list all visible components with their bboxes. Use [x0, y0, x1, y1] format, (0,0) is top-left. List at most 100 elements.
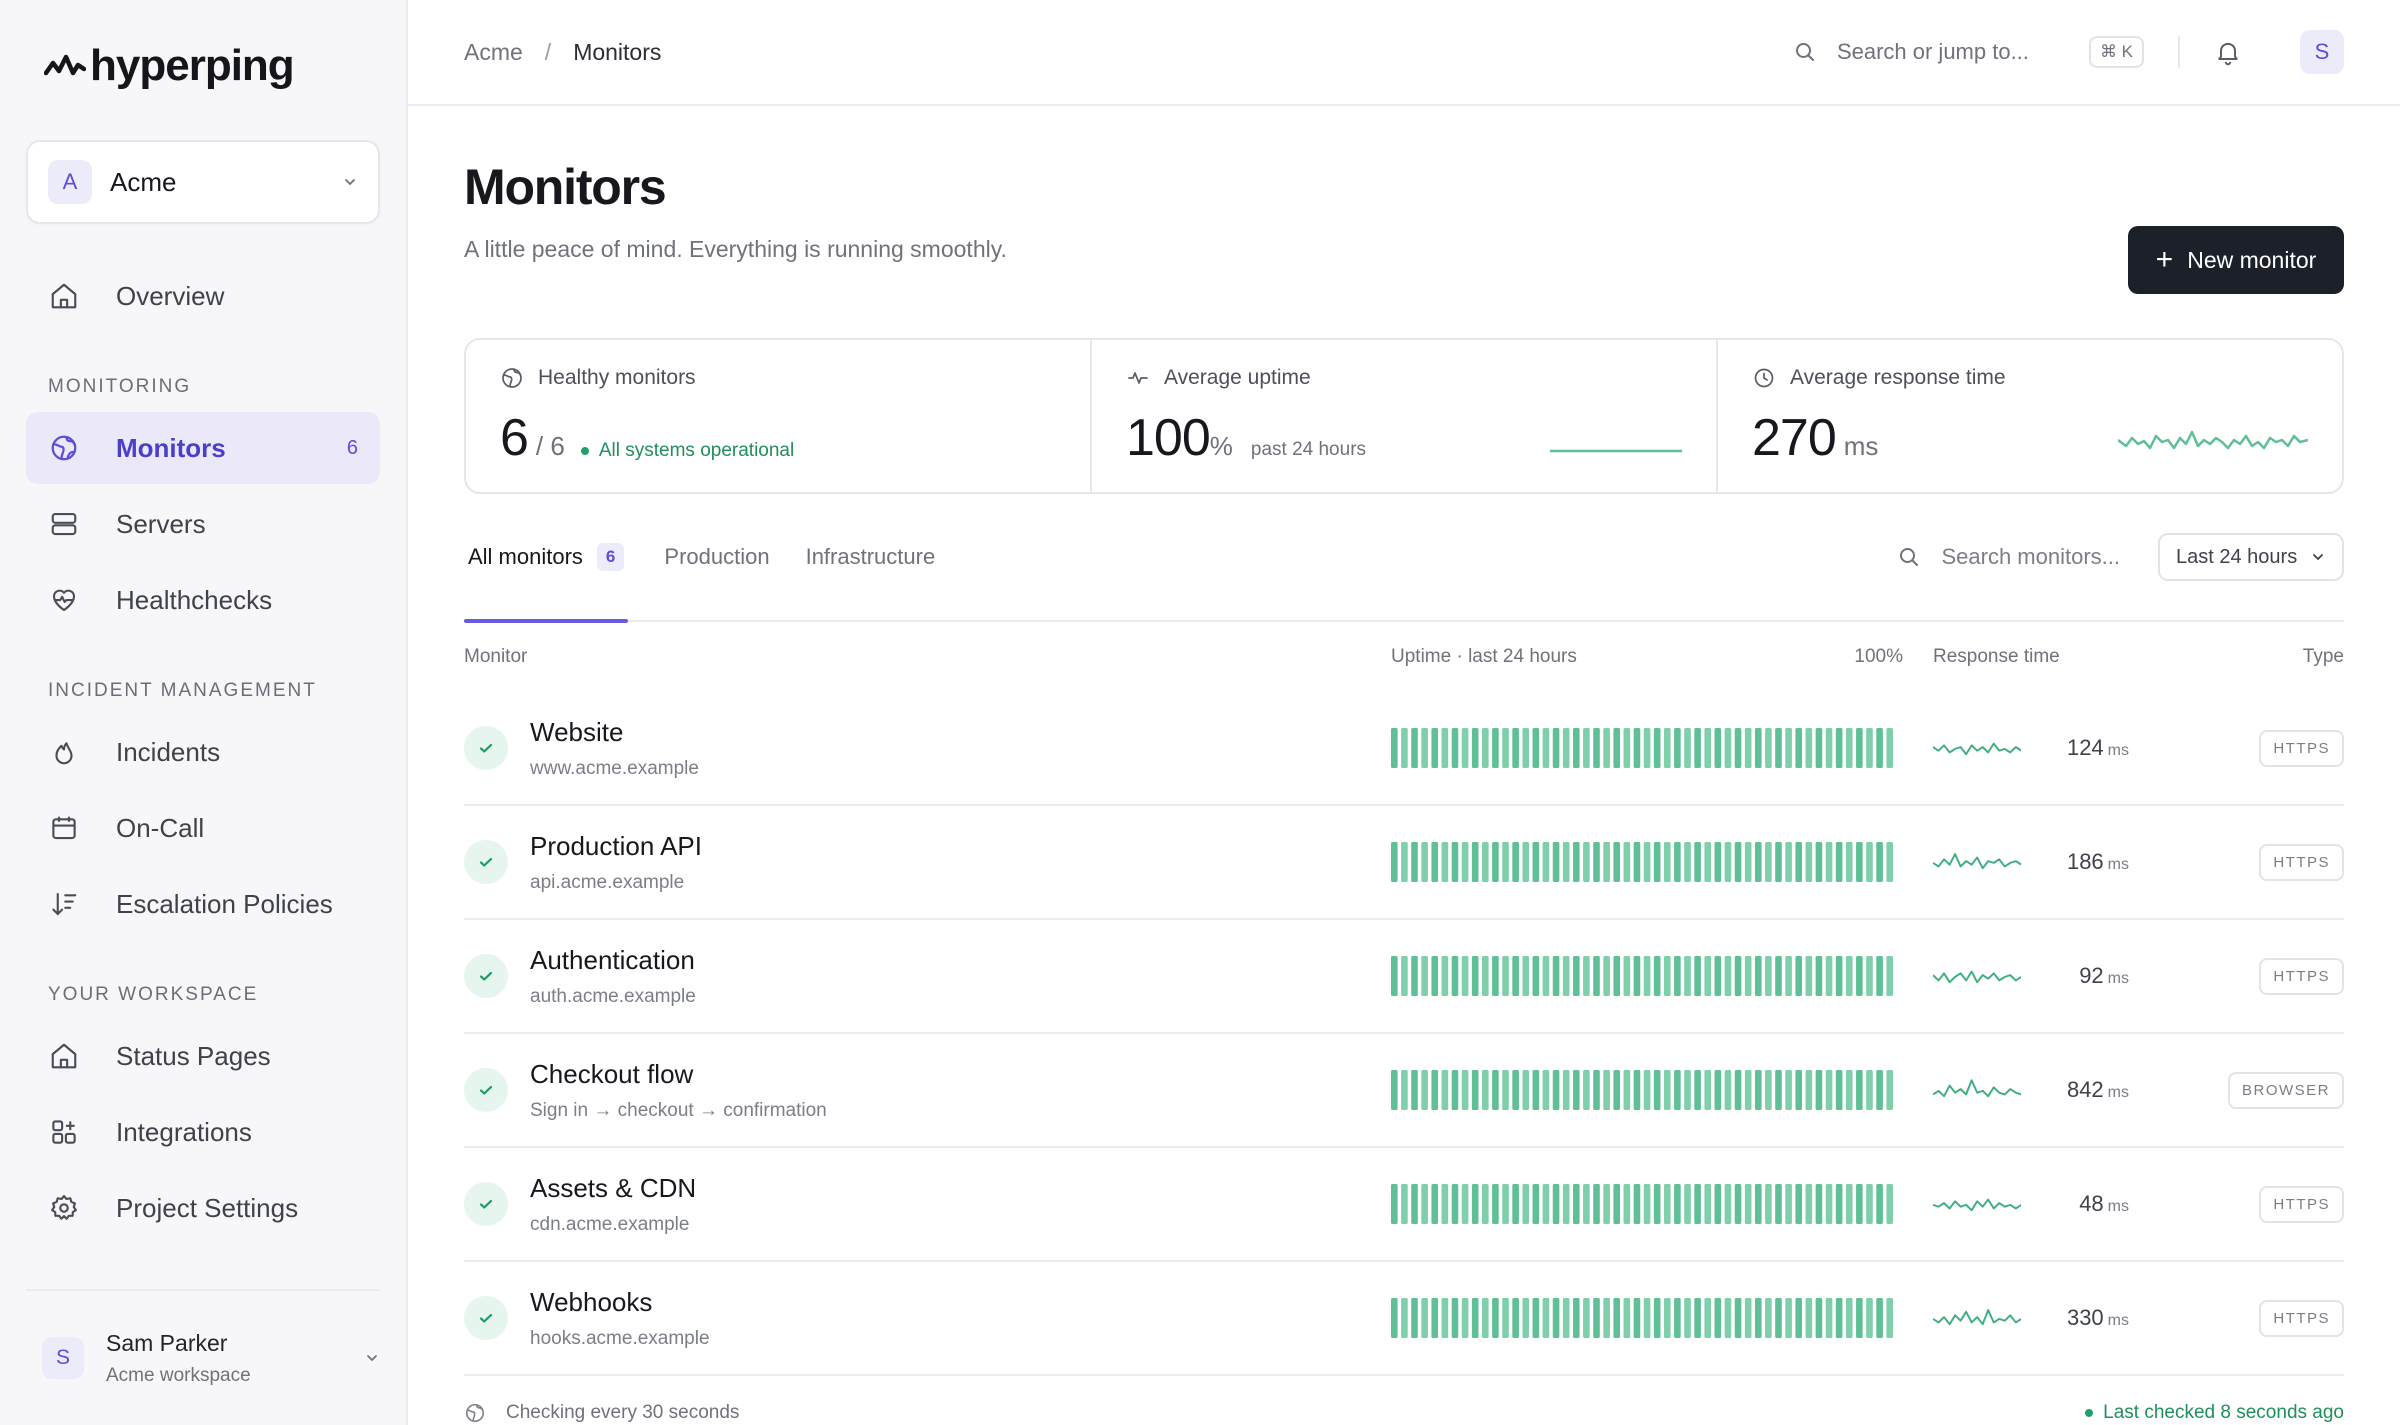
- uptime-bar: [1876, 1298, 1883, 1338]
- uptime-bar: [1674, 1070, 1681, 1110]
- monitor-name[interactable]: Website: [530, 716, 624, 747]
- uptime-bar: [1552, 728, 1560, 768]
- user-menu[interactable]: S Sam Parker Acme workspace: [26, 1289, 380, 1425]
- uptime-bar: [1815, 842, 1823, 882]
- uptime-bar: [1805, 728, 1813, 768]
- uptime-bar: [1532, 728, 1540, 768]
- uptime-bar: [1441, 1070, 1449, 1110]
- tab-production[interactable]: Production: [664, 544, 770, 569]
- tab-all-monitors[interactable]: All monitors 6: [464, 493, 629, 623]
- table-row[interactable]: Checkout flow Sign in → checkout → confi…: [464, 1034, 2344, 1148]
- table-row[interactable]: Assets & CDN cdn.acme.example 48 ms HTTPS: [464, 1148, 2344, 1262]
- monitor-name[interactable]: Production API: [530, 830, 702, 861]
- chevron-down-icon: [345, 179, 355, 186]
- sidebar-item-monitors[interactable]: Monitors 6: [26, 412, 380, 484]
- uptime-bar: [1866, 1070, 1873, 1110]
- monitor-search-input[interactable]: Search monitors...: [1897, 544, 2120, 570]
- uptime-sparkline: [1550, 449, 1682, 453]
- monitor-url: www.acme.example: [530, 757, 699, 779]
- uptime-bar: [1886, 728, 1893, 768]
- brand-logo[interactable]: hyperping: [26, 0, 380, 132]
- uptime-bar: [1411, 1298, 1418, 1338]
- sidebar-item-status-pages[interactable]: Status Pages: [26, 1020, 380, 1092]
- uptime-bar: [1663, 1298, 1671, 1338]
- sidebar-item-on-call[interactable]: On-Call: [26, 792, 380, 864]
- uptime-bar: [1583, 1184, 1590, 1224]
- uptime-bar: [1583, 1298, 1590, 1338]
- sidebar-item-project-settings[interactable]: Project Settings: [26, 1172, 380, 1244]
- uptime-bar: [1633, 1184, 1641, 1224]
- sidebar-item-healthchecks[interactable]: Healthchecks: [26, 564, 380, 636]
- uptime-bar: [1775, 728, 1782, 768]
- bell-icon[interactable]: [2214, 38, 2242, 66]
- workspace-switcher[interactable]: A Acme: [26, 140, 380, 224]
- monitor-type-badge: HTTPS: [2259, 1299, 2344, 1337]
- uptime-bar: [1714, 1070, 1722, 1110]
- uptime-bar: [1481, 1298, 1489, 1338]
- monitor-name[interactable]: Assets & CDN: [530, 1172, 697, 1203]
- uptime-bar: [1401, 1298, 1408, 1338]
- uptime-bar: [1684, 842, 1691, 882]
- table-row[interactable]: Authentication auth.acme.example 92 ms HT…: [464, 920, 2344, 1034]
- breadcrumb-acme[interactable]: Acme: [464, 38, 523, 65]
- uptime-bar: [1481, 728, 1489, 768]
- stat-value: 100: [1126, 409, 1211, 467]
- monitor-name[interactable]: Webhooks: [530, 1286, 653, 1317]
- monitor-name[interactable]: Authentication: [530, 944, 695, 975]
- uptime-bar: [1623, 1298, 1631, 1338]
- monitor-url: cdn.acme.example: [530, 1213, 690, 1235]
- uptime-bar: [1866, 1298, 1873, 1338]
- topbar: Acme / Monitors Search or jump to... ⌘ K…: [408, 0, 2400, 106]
- uptime-bar: [1724, 728, 1732, 768]
- stat-period: past 24 hours: [1250, 439, 1367, 460]
- uptime-bar: [1856, 1184, 1863, 1224]
- table-row[interactable]: Production API api.acme.example 186 ms HT…: [464, 806, 2344, 920]
- uptime-bar: [1572, 1070, 1580, 1110]
- table-row[interactable]: Website www.acme.example 124 ms HTTPS: [464, 692, 2344, 806]
- uptime-bar: [1593, 1070, 1600, 1110]
- clock-icon: [1754, 368, 1774, 388]
- uptime-bar: [1391, 1070, 1398, 1110]
- stat-value: 270: [1752, 409, 1837, 467]
- uptime-bar: [1492, 1298, 1499, 1338]
- table-row[interactable]: Webhooks hooks.acme.example 330 ms HTTPS: [464, 1262, 2344, 1376]
- sidebar-item-escalation-policies[interactable]: Escalation Policies: [26, 868, 380, 940]
- uptime-bar: [1401, 1184, 1408, 1224]
- home-icon: [48, 280, 80, 312]
- uptime-bar: [1471, 1184, 1479, 1224]
- uptime-bar: [1613, 842, 1621, 882]
- gear-icon: [48, 1192, 80, 1224]
- global-search[interactable]: Search or jump to... ⌘ K: [1793, 36, 2144, 68]
- uptime-bar: [1532, 842, 1540, 882]
- uptime-bar: [1522, 842, 1530, 882]
- time-range-select[interactable]: Last 24 hours: [2158, 533, 2344, 581]
- new-monitor-button[interactable]: + New monitor: [2128, 226, 2344, 294]
- uptime-bar: [1765, 728, 1772, 768]
- sidebar-item-overview[interactable]: Overview: [26, 260, 380, 332]
- response-time-value: 842 ms: [2066, 1077, 2129, 1102]
- uptime-bar: [1684, 1070, 1691, 1110]
- uptime-bar: [1856, 842, 1863, 882]
- uptime-bar: [1522, 1298, 1530, 1338]
- uptime-bar: [1653, 842, 1661, 882]
- uptime-bar: [1512, 1184, 1519, 1224]
- uptime-bar: [1785, 842, 1792, 882]
- header-uptime-label: Uptime · last 24 hours: [1391, 646, 1577, 667]
- tab-infrastructure[interactable]: Infrastructure: [805, 544, 936, 569]
- uptime-bar: [1603, 728, 1610, 768]
- sidebar-item-servers[interactable]: Servers: [26, 488, 380, 560]
- monitor-list: Website www.acme.example 124 ms HTTPS Pro…: [464, 692, 2344, 1376]
- uptime-bar: [1532, 1298, 1540, 1338]
- uptime-bar: [1835, 728, 1843, 768]
- uptime-bar: [1775, 1070, 1782, 1110]
- monitor-name[interactable]: Checkout flow: [530, 1058, 694, 1089]
- uptime-bar: [1613, 1184, 1621, 1224]
- avatar[interactable]: S: [2300, 30, 2344, 74]
- uptime-bar: [1451, 1184, 1459, 1224]
- uptime-bar: [1492, 1070, 1499, 1110]
- sidebar-item-integrations[interactable]: Integrations: [26, 1096, 380, 1168]
- uptime-bar: [1815, 1070, 1823, 1110]
- uptime-bar: [1522, 1070, 1530, 1110]
- uptime-bar: [1613, 956, 1621, 996]
- sidebar-item-incidents[interactable]: Incidents: [26, 716, 380, 788]
